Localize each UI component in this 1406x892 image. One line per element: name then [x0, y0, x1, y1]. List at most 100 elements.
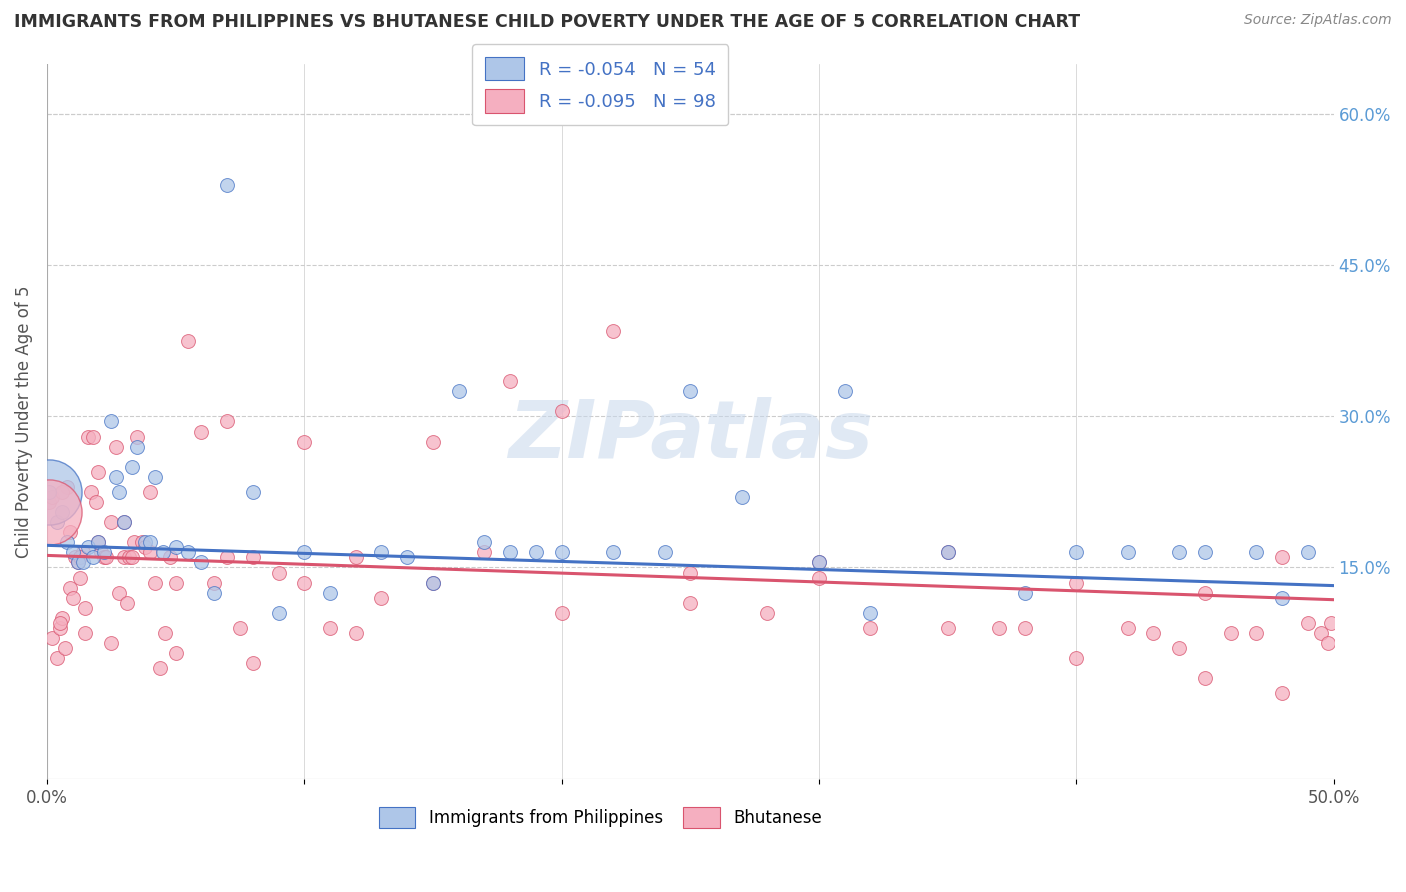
Point	[550, 545, 572, 559]
Point	[859, 621, 882, 635]
Point	[152, 545, 174, 559]
Point	[422, 575, 444, 590]
Point	[94, 550, 117, 565]
Point	[422, 575, 444, 590]
Point	[267, 566, 290, 580]
Point	[1116, 545, 1139, 559]
Point	[38, 505, 60, 519]
Point	[679, 384, 702, 399]
Point	[1194, 545, 1216, 559]
Point	[242, 656, 264, 670]
Point	[1271, 550, 1294, 565]
Point	[1014, 621, 1036, 635]
Point	[1271, 591, 1294, 605]
Point	[93, 545, 115, 559]
Point	[143, 470, 166, 484]
Point	[202, 585, 225, 599]
Point	[149, 661, 172, 675]
Point	[190, 425, 212, 439]
Point	[59, 525, 82, 540]
Point	[41, 631, 63, 645]
Point	[155, 626, 177, 640]
Point	[72, 545, 94, 559]
Point	[550, 606, 572, 620]
Point	[41, 490, 63, 504]
Point	[125, 429, 148, 443]
Point	[108, 585, 131, 599]
Point	[344, 550, 367, 565]
Point	[1219, 626, 1241, 640]
Point	[51, 611, 73, 625]
Point	[100, 636, 122, 650]
Point	[679, 566, 702, 580]
Point	[82, 429, 104, 443]
Point	[550, 404, 572, 418]
Point	[165, 646, 187, 660]
Point	[49, 615, 72, 630]
Point	[834, 384, 856, 399]
Point	[731, 490, 754, 504]
Point	[177, 545, 200, 559]
Point	[422, 434, 444, 449]
Point	[46, 515, 69, 529]
Point	[100, 415, 122, 429]
Y-axis label: Child Poverty Under the Age of 5: Child Poverty Under the Age of 5	[15, 285, 32, 558]
Point	[602, 324, 624, 338]
Point	[90, 545, 112, 559]
Point	[319, 585, 342, 599]
Point	[87, 535, 110, 549]
Point	[1116, 621, 1139, 635]
Point	[115, 596, 138, 610]
Point	[344, 626, 367, 640]
Point	[936, 621, 959, 635]
Point	[84, 495, 107, 509]
Point	[159, 550, 181, 565]
Point	[56, 535, 79, 549]
Point	[756, 606, 779, 620]
Point	[319, 621, 342, 635]
Point	[602, 545, 624, 559]
Text: ZIPatlas: ZIPatlas	[508, 397, 873, 475]
Legend: Immigrants from Philippines, Bhutanese: Immigrants from Philippines, Bhutanese	[373, 800, 828, 835]
Point	[807, 570, 830, 584]
Point	[62, 591, 84, 605]
Point	[72, 556, 94, 570]
Point	[1142, 626, 1164, 640]
Point	[988, 621, 1011, 635]
Point	[242, 550, 264, 565]
Point	[75, 600, 97, 615]
Point	[63, 550, 86, 565]
Point	[242, 485, 264, 500]
Point	[679, 596, 702, 610]
Point	[38, 485, 60, 500]
Point	[177, 334, 200, 348]
Point	[1246, 626, 1268, 640]
Point	[936, 545, 959, 559]
Point	[77, 541, 100, 555]
Point	[1246, 545, 1268, 559]
Point	[75, 626, 97, 640]
Point	[66, 556, 89, 570]
Point	[108, 485, 131, 500]
Point	[118, 550, 141, 565]
Point	[66, 556, 89, 570]
Point	[38, 485, 60, 500]
Point	[215, 178, 238, 192]
Point	[100, 515, 122, 529]
Point	[936, 545, 959, 559]
Point	[121, 550, 143, 565]
Point	[124, 535, 146, 549]
Text: Source: ZipAtlas.com: Source: ZipAtlas.com	[1244, 13, 1392, 28]
Point	[190, 556, 212, 570]
Point	[1320, 615, 1343, 630]
Point	[267, 606, 290, 620]
Point	[1168, 545, 1191, 559]
Point	[143, 575, 166, 590]
Point	[105, 440, 128, 454]
Point	[202, 575, 225, 590]
Point	[139, 535, 162, 549]
Point	[1014, 585, 1036, 599]
Point	[69, 550, 91, 565]
Point	[139, 545, 162, 559]
Point	[1064, 575, 1087, 590]
